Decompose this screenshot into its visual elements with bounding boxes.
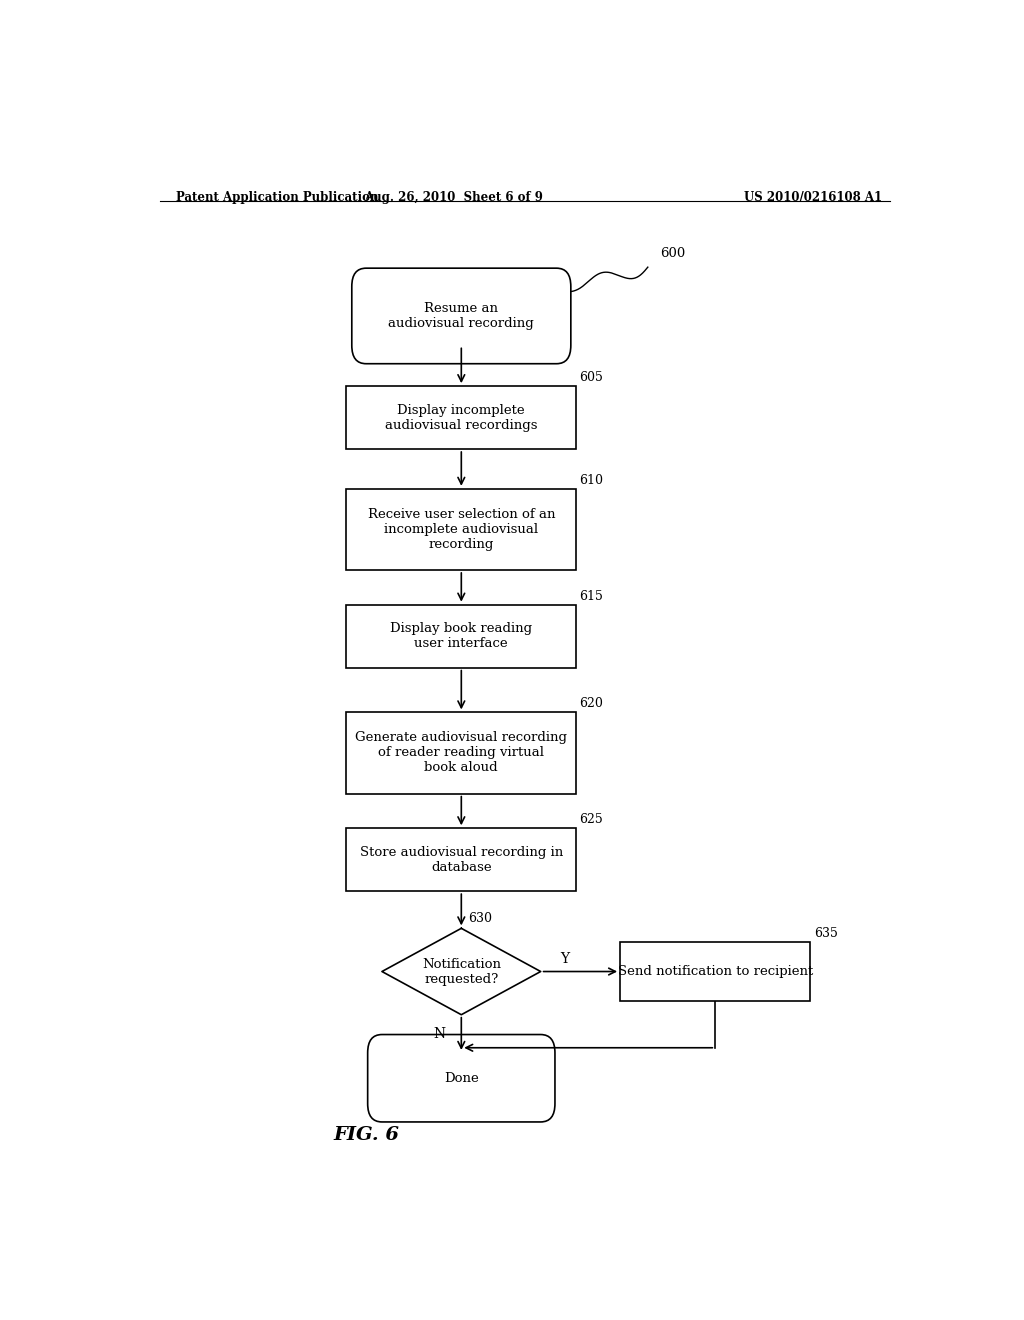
Text: Patent Application Publication: Patent Application Publication bbox=[176, 191, 378, 203]
Text: Display incomplete
audiovisual recordings: Display incomplete audiovisual recording… bbox=[385, 404, 538, 432]
FancyBboxPatch shape bbox=[352, 268, 570, 364]
Bar bbox=[346, 713, 577, 793]
Text: 615: 615 bbox=[580, 590, 603, 602]
Polygon shape bbox=[382, 928, 541, 1015]
Text: 630: 630 bbox=[468, 912, 492, 925]
Text: FIG. 6: FIG. 6 bbox=[333, 1126, 399, 1144]
Text: Receive user selection of an
incomplete audiovisual
recording: Receive user selection of an incomplete … bbox=[368, 508, 555, 550]
Bar bbox=[346, 605, 577, 668]
Text: 605: 605 bbox=[580, 371, 603, 384]
Text: 625: 625 bbox=[580, 813, 603, 826]
Text: 620: 620 bbox=[580, 697, 603, 710]
Text: Display book reading
user interface: Display book reading user interface bbox=[390, 622, 532, 651]
Text: Send notification to recipient: Send notification to recipient bbox=[617, 965, 813, 978]
Text: 600: 600 bbox=[659, 247, 685, 260]
Bar bbox=[346, 488, 577, 570]
Text: 635: 635 bbox=[814, 927, 838, 940]
FancyBboxPatch shape bbox=[368, 1035, 555, 1122]
Text: Store audiovisual recording in
database: Store audiovisual recording in database bbox=[359, 846, 563, 874]
Text: Resume an
audiovisual recording: Resume an audiovisual recording bbox=[388, 302, 535, 330]
Bar bbox=[346, 828, 577, 891]
Text: N: N bbox=[433, 1027, 445, 1040]
Text: Generate audiovisual recording
of reader reading virtual
book aloud: Generate audiovisual recording of reader… bbox=[355, 731, 567, 775]
Text: US 2010/0216108 A1: US 2010/0216108 A1 bbox=[743, 191, 882, 203]
Text: Done: Done bbox=[444, 1072, 478, 1085]
Text: Y: Y bbox=[560, 952, 569, 966]
Text: Notification
requested?: Notification requested? bbox=[422, 957, 501, 986]
Bar bbox=[346, 385, 577, 449]
Text: 610: 610 bbox=[580, 474, 603, 487]
Text: Aug. 26, 2010  Sheet 6 of 9: Aug. 26, 2010 Sheet 6 of 9 bbox=[364, 191, 543, 203]
Bar bbox=[620, 942, 810, 1001]
